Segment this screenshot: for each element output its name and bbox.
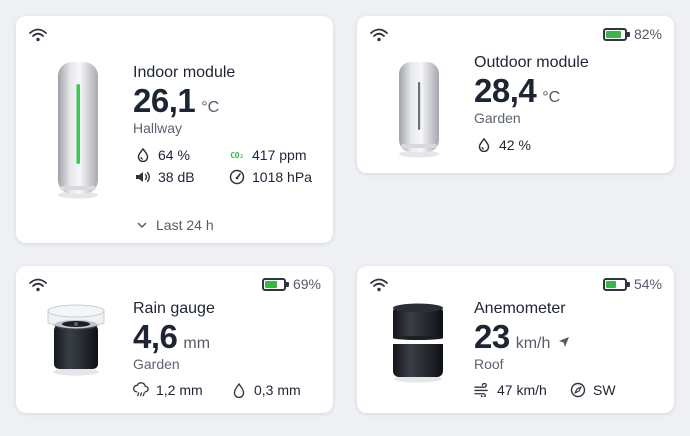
rain-amount-2-value: 0,3 mm [254, 382, 301, 398]
outdoor-module-card[interactable]: 82% Outdoor module 28,4 °C Garden 42 % [357, 16, 674, 173]
battery-icon [602, 27, 630, 41]
wind-speed-unit: km/h [515, 335, 551, 352]
last-24h-toggle[interactable]: Last 24 h [137, 217, 214, 233]
indoor-noise-value: 38 dB [158, 169, 195, 185]
indoor-humidity-value: 64 % [158, 147, 190, 163]
indoor-module-title: Indoor module [133, 64, 236, 81]
rain-battery: 69% [261, 276, 321, 292]
indoor-pressure-value: 1018 hPa [252, 169, 312, 185]
outdoor-module-title: Outdoor module [474, 54, 589, 71]
indoor-module-card[interactable]: Indoor module 26,1 °C Hallway 64 % CO₂ 4… [16, 16, 333, 243]
indoor-pressure: 1018 hPa [229, 169, 312, 185]
speaker-icon [135, 169, 151, 185]
wifi-icon [29, 278, 47, 292]
rain-unit: mm [183, 335, 211, 352]
compass-icon [570, 382, 586, 398]
rain-value: 4,6 [133, 318, 178, 355]
wind-battery: 54% [602, 276, 662, 292]
outdoor-humidity: 42 % [476, 137, 531, 153]
wifi-icon [370, 28, 388, 42]
chevron-down-icon [137, 222, 147, 228]
rain-location: Garden [133, 356, 180, 372]
wind-direction-value: SW [593, 382, 616, 398]
outdoor-humidity-value: 42 % [499, 137, 531, 153]
indoor-co2-value: 417 ppm [252, 147, 307, 163]
battery-icon [602, 277, 630, 291]
wind-location: Roof [474, 356, 504, 372]
outdoor-module-device-image [399, 62, 439, 158]
last-24h-label: Last 24 h [156, 217, 214, 233]
wind-speed-value: 23 [474, 318, 510, 355]
humidity-icon [135, 147, 151, 163]
indoor-temperature-value: 26,1 [133, 82, 196, 119]
wind-battery-label: 54% [633, 276, 662, 292]
rain-amount-2: 0,3 mm [231, 382, 301, 398]
rain-battery-label: 69% [292, 276, 321, 292]
battery-icon [261, 277, 289, 291]
wind-icon [474, 382, 490, 398]
wifi-icon [29, 28, 47, 42]
wifi-icon [370, 278, 388, 292]
outdoor-temperature-value: 28,4 [474, 72, 537, 109]
anemometer-card[interactable]: 54% Anemometer 23 km/h Roof 47 km/h [357, 266, 674, 413]
rain-gauge-title: Rain gauge [133, 300, 215, 317]
anemometer-device-image [393, 303, 443, 383]
indoor-humidity: 64 % [135, 147, 190, 163]
wind-gust: 47 km/h [474, 382, 547, 398]
wind-gust-value: 47 km/h [497, 382, 547, 398]
anemometer-title: Anemometer [474, 300, 566, 317]
outdoor-location: Garden [474, 110, 521, 126]
humidity-icon [476, 137, 492, 153]
outdoor-temperature-unit: °C [542, 89, 561, 106]
rain-gauge-device-image [47, 304, 105, 376]
outdoor-battery: 82% [602, 26, 662, 42]
indoor-noise: 38 dB [135, 169, 195, 185]
co2-icon: CO₂ [230, 150, 244, 160]
indoor-co2: CO₂ 417 ppm [229, 147, 306, 163]
gauge-icon [229, 169, 245, 185]
indoor-temperature-unit: °C [201, 99, 220, 116]
rain-amount-1: 1,2 mm [133, 382, 203, 398]
direction-arrow-icon [559, 337, 570, 347]
rain-cloud-icon [133, 382, 149, 398]
rain-amount-1-value: 1,2 mm [156, 382, 203, 398]
wind-direction: SW [570, 382, 616, 398]
raindrop-icon [231, 382, 247, 398]
indoor-location: Hallway [133, 120, 183, 136]
rain-gauge-card[interactable]: 69% Rain gauge 4,6 mm Garden 1,2 mm [16, 266, 333, 413]
outdoor-battery-label: 82% [633, 26, 662, 42]
indoor-module-device-image [58, 62, 98, 199]
